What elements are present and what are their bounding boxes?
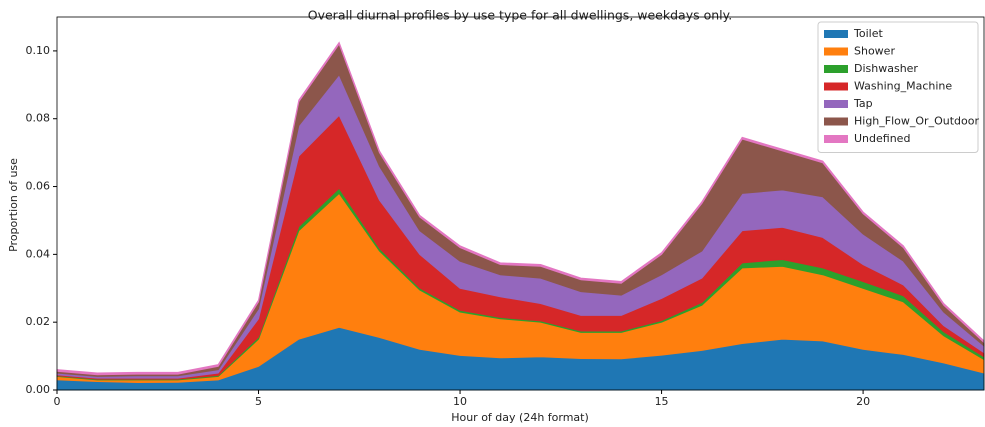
y-tick-label: 0.02	[26, 315, 51, 328]
legend-label: Undefined	[854, 132, 910, 145]
legend-swatch	[824, 65, 848, 73]
legend-label: Shower	[854, 45, 895, 58]
legend-label: Tap	[853, 97, 873, 110]
legend-swatch	[824, 30, 848, 38]
legend-label: Washing_Machine	[854, 80, 952, 93]
legend-swatch	[824, 100, 848, 108]
legend-box	[817, 21, 979, 153]
legend-swatch	[824, 47, 848, 56]
plot-frame	[56, 16, 985, 391]
x-tick-label: 15	[655, 395, 669, 408]
y-tick-label: 0.04	[26, 247, 51, 260]
y-tick-label: 0.06	[26, 180, 51, 193]
x-tick-label: 20	[856, 395, 870, 408]
y-tick-label: 0.10	[26, 44, 51, 57]
chart-title: Overall diurnal profiles by use type for…	[308, 8, 732, 23]
legend-label: Dishwasher	[854, 62, 918, 75]
x-axis-label: Hour of day (24h format)	[451, 411, 589, 424]
legend-swatch	[824, 117, 848, 126]
legend-label: High_Flow_Or_Outdoor	[854, 115, 979, 128]
x-tick-label: 10	[453, 395, 467, 408]
y-tick-label: 0.00	[26, 383, 51, 396]
x-tick-label: 0	[54, 395, 61, 408]
x-tick-label: 5	[255, 395, 262, 408]
legend-label: Toilet	[853, 27, 883, 40]
y-tick-label: 0.08	[26, 112, 51, 125]
legend-swatch	[824, 135, 848, 143]
y-axis-label: Proportion of use	[7, 158, 20, 252]
legend-swatch	[824, 82, 848, 91]
